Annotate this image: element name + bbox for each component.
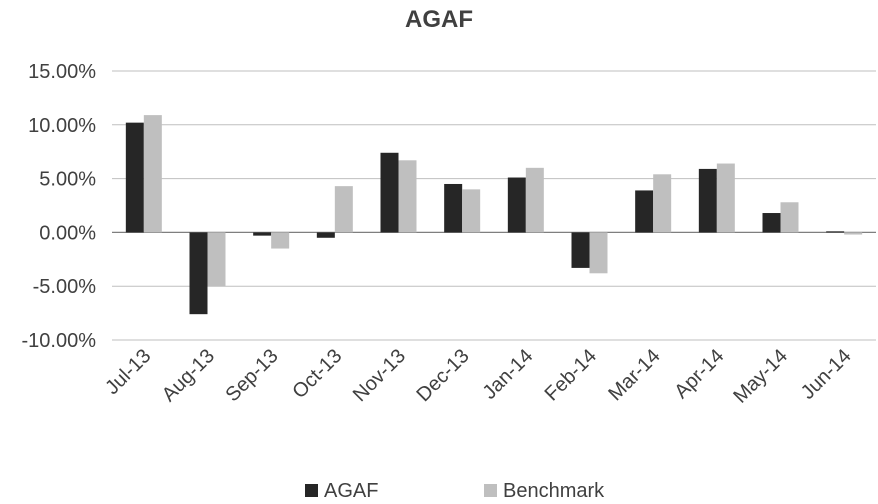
- gridlines: [112, 70, 876, 341]
- bar-agaf: [762, 213, 781, 233]
- x-tick-label: Nov-13: [349, 345, 410, 406]
- bar-benchmark: [334, 186, 353, 233]
- legend-label: AGAF: [324, 480, 378, 502]
- legend: AGAF Benchmark: [305, 480, 605, 502]
- bar-agaf: [444, 183, 463, 233]
- x-tick-label: Oct-13: [288, 345, 346, 403]
- legend-label: Benchmark: [503, 480, 605, 502]
- bar-agaf: [635, 190, 654, 233]
- bar-benchmark: [844, 232, 863, 235]
- bar-agaf: [507, 177, 526, 233]
- x-axis-ticks: Jul-13 Aug-13 Sep-13 Oct-13 Nov-13 Dec-13 Jan-…: [101, 345, 855, 408]
- bar-agaf: [571, 232, 590, 268]
- bar-agaf: [826, 231, 845, 233]
- bar-agaf: [253, 232, 272, 236]
- x-tick-label: Jan-14: [479, 345, 538, 404]
- x-tick-label: Dec-13: [413, 345, 474, 406]
- x-tick-label: Apr-14: [670, 345, 728, 403]
- bar-benchmark: [398, 160, 417, 233]
- bar-agaf: [125, 122, 144, 233]
- chart-title: AGAF: [405, 6, 473, 33]
- y-tick-label: 15.00%: [28, 61, 96, 83]
- bar-benchmark: [462, 189, 481, 233]
- bar-benchmark: [589, 232, 608, 274]
- x-tick-label: Sep-13: [222, 345, 283, 406]
- x-tick-label: May-14: [729, 345, 792, 408]
- bars: [125, 115, 863, 315]
- bar-benchmark: [271, 232, 290, 249]
- y-tick-label: 0.00%: [39, 222, 96, 244]
- bar-benchmark: [143, 115, 162, 233]
- x-tick-label: Aug-13: [158, 345, 219, 406]
- bar-agaf: [380, 152, 399, 233]
- legend-swatch: [305, 484, 318, 497]
- x-tick-label: Jul-13: [101, 345, 155, 399]
- y-axis-ticks: 15.00% 10.00% 5.00% 0.00% -5.00% -10.00%: [22, 61, 97, 352]
- x-tick-label: Feb-14: [541, 345, 601, 405]
- bar-agaf: [698, 168, 717, 233]
- bar-benchmark: [207, 232, 226, 287]
- y-tick-label: -5.00%: [33, 276, 97, 298]
- bar-benchmark: [653, 174, 672, 233]
- y-tick-label: -10.00%: [22, 330, 97, 352]
- bar-benchmark: [716, 163, 735, 233]
- bar-agaf: [316, 232, 335, 238]
- x-tick-label: Mar-14: [604, 345, 664, 405]
- x-tick-label: Jun-14: [797, 345, 856, 404]
- bar-benchmark: [780, 202, 799, 233]
- y-tick-label: 5.00%: [39, 169, 96, 191]
- y-tick-label: 10.00%: [28, 115, 96, 137]
- bar-agaf: [189, 232, 208, 315]
- bar-benchmark: [525, 167, 544, 233]
- legend-swatch: [484, 484, 497, 497]
